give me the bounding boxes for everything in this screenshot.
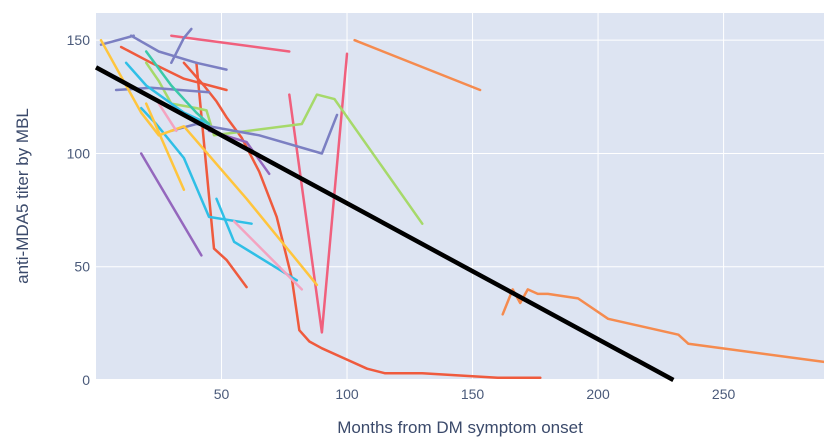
- y-axis-ticks: 0 50 100 150: [67, 32, 91, 388]
- series-line-23: [232, 220, 304, 291]
- series-line-5: [182, 61, 542, 379]
- series-line-10: [129, 34, 228, 71]
- series-line-4: [288, 52, 349, 334]
- y-tick-label: 50: [74, 259, 90, 275]
- y-tick-label: 150: [67, 32, 91, 48]
- series-line-19: [144, 50, 211, 126]
- series-line-17: [215, 197, 299, 282]
- series-line-14: [139, 152, 203, 257]
- trend-line: [94, 65, 675, 382]
- series-line-8: [144, 61, 424, 225]
- series-line-21: [144, 102, 186, 191]
- x-tick-label: 100: [335, 386, 359, 402]
- y-tick-label: 0: [82, 372, 90, 388]
- series-line-1: [353, 38, 482, 92]
- series-line-22: [157, 102, 178, 133]
- series-line-18: [124, 61, 211, 126]
- x-tick-label: 150: [461, 386, 485, 402]
- y-axis-label: anti-MDA5 titer by MBL: [13, 108, 32, 284]
- series-line-2: [501, 288, 824, 364]
- series-line-13: [170, 113, 339, 155]
- x-axis-ticks: 50 100 150 200 250: [214, 386, 736, 402]
- y-tick-label: 100: [67, 145, 91, 161]
- series-lines: [99, 27, 824, 379]
- series-line-7: [119, 45, 228, 92]
- series-line-9: [99, 34, 135, 46]
- series-line-16: [139, 106, 253, 225]
- plot-background: [96, 13, 824, 380]
- series-line-3: [170, 34, 291, 53]
- x-tick-label: 50: [214, 386, 230, 402]
- x-tick-label: 250: [712, 386, 736, 402]
- series-line-6: [195, 61, 248, 289]
- trend-line-group: [94, 65, 675, 382]
- series-line-11: [170, 27, 193, 65]
- x-axis-label: Months from DM symptom onset: [337, 418, 583, 437]
- x-tick-label: 200: [586, 386, 610, 402]
